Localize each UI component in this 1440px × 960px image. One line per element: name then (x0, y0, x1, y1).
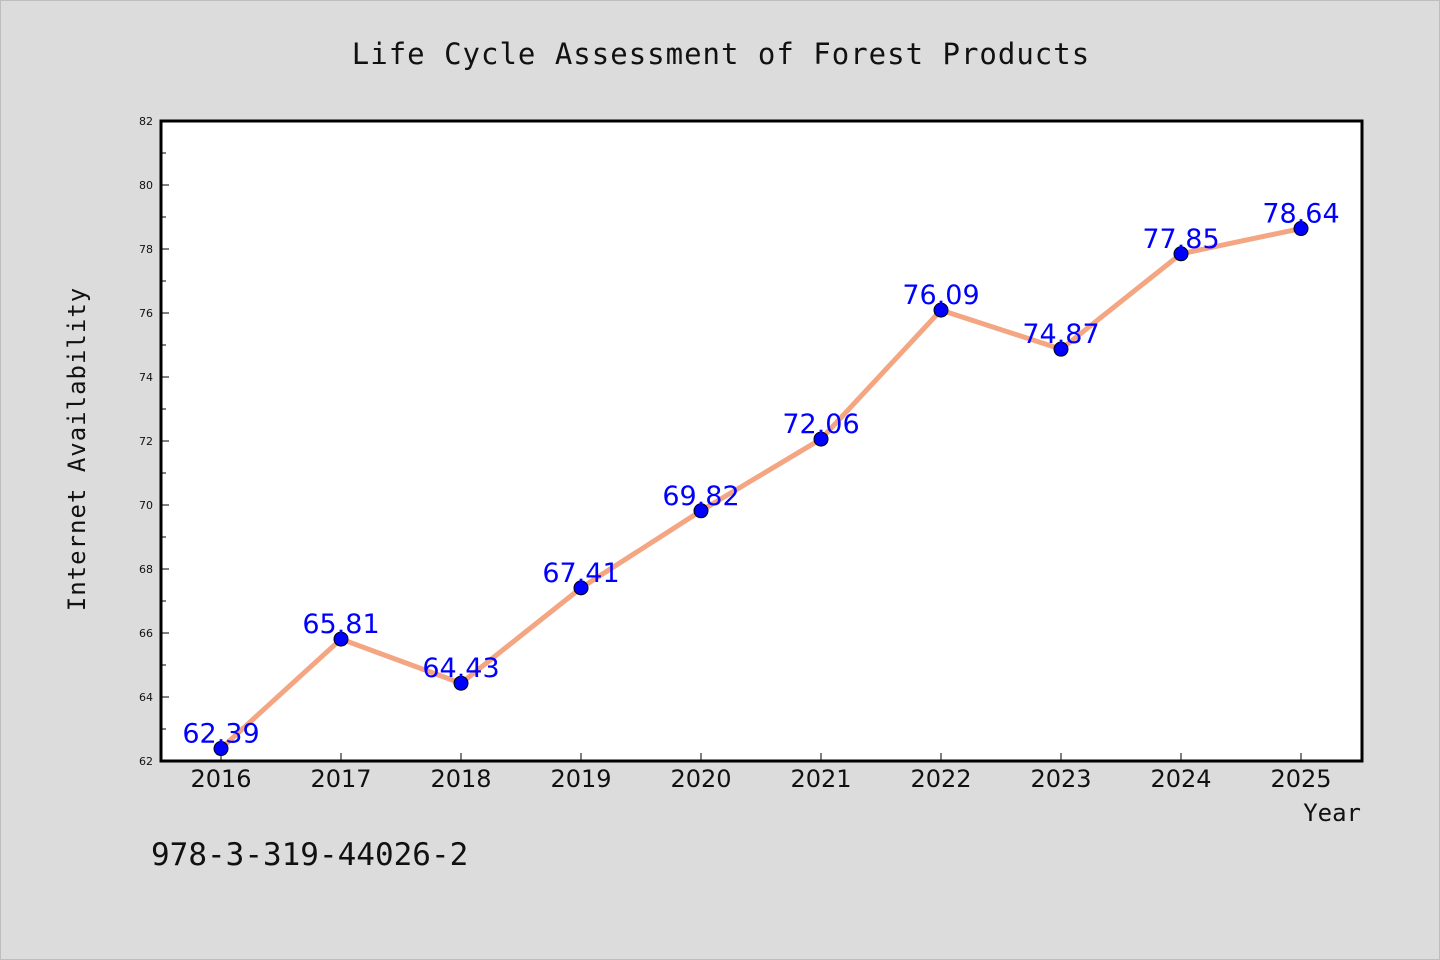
y-tick-label: 68 (139, 563, 153, 576)
data-label: 72.06 (782, 409, 859, 440)
plot-area (161, 121, 1362, 761)
data-point-marker (1293, 221, 1309, 237)
data-point-marker (1173, 246, 1189, 262)
y-axis-ticks: 62 64 66 68 70 72 74 76 78 80 82 (139, 115, 169, 768)
data-label: 74.87 (1022, 319, 1099, 350)
y-tick-label: 82 (139, 115, 153, 128)
data-point-marker (333, 631, 349, 647)
series-line (218, 226, 1304, 752)
data-label: 69.82 (662, 481, 739, 512)
x-tick-label: 2020 (670, 765, 731, 793)
footnote-isbn: 978-3-319-44026-2 (151, 837, 468, 873)
series-markers-group (213, 221, 1309, 757)
y-tick-label: 64 (139, 691, 153, 704)
x-tick-label: 2017 (310, 765, 371, 793)
data-label: 64.43 (422, 653, 499, 684)
x-tick-label: 2025 (1270, 765, 1331, 793)
data-label: 67.41 (542, 558, 619, 589)
y-axis-label: Internet Availability (63, 287, 91, 611)
data-point-marker (813, 431, 829, 447)
data-point-marker (933, 302, 949, 318)
data-point-marker (573, 580, 589, 596)
x-tick-label: 2021 (790, 765, 851, 793)
data-label: 76.09 (902, 280, 979, 311)
data-label: 62.39 (182, 719, 259, 750)
x-axis-label: Year (1303, 799, 1361, 827)
y-tick-label: 72 (139, 435, 153, 448)
data-point-marker (1053, 341, 1069, 357)
y-tick-label: 66 (139, 627, 153, 640)
y-tick-label: 70 (139, 499, 153, 512)
data-labels-group: 62.39 65.81 64.43 67.41 69.82 72.06 76.09 74.87… (182, 199, 1339, 750)
data-point-marker (213, 741, 229, 757)
x-tick-label: 2024 (1150, 765, 1211, 793)
x-tick-label: 2016 (190, 765, 251, 793)
data-label: 78.64 (1262, 199, 1339, 230)
data-point-marker (453, 675, 469, 691)
x-tick-label: 2022 (910, 765, 971, 793)
data-label: 77.85 (1142, 224, 1219, 255)
plot-frame (159, 119, 1364, 763)
data-point-marker (693, 503, 709, 519)
x-tick-label: 2019 (550, 765, 611, 793)
y-tick-label: 74 (139, 371, 153, 384)
y-tick-label: 62 (139, 755, 153, 768)
x-tick-label: 2018 (430, 765, 491, 793)
x-axis-ticks: 2016 2017 2018 2019 2020 2021 2022 2023 2024 2025 (190, 753, 1332, 793)
series-line-group (218, 226, 1304, 752)
x-tick-label: 2023 (1030, 765, 1091, 793)
y-tick-label: 76 (139, 307, 153, 320)
chart-title: Life Cycle Assessment of Forest Products (352, 37, 1090, 71)
data-label: 65.81 (302, 609, 379, 640)
y-tick-label: 78 (139, 243, 153, 256)
y-tick-label: 80 (139, 179, 153, 192)
